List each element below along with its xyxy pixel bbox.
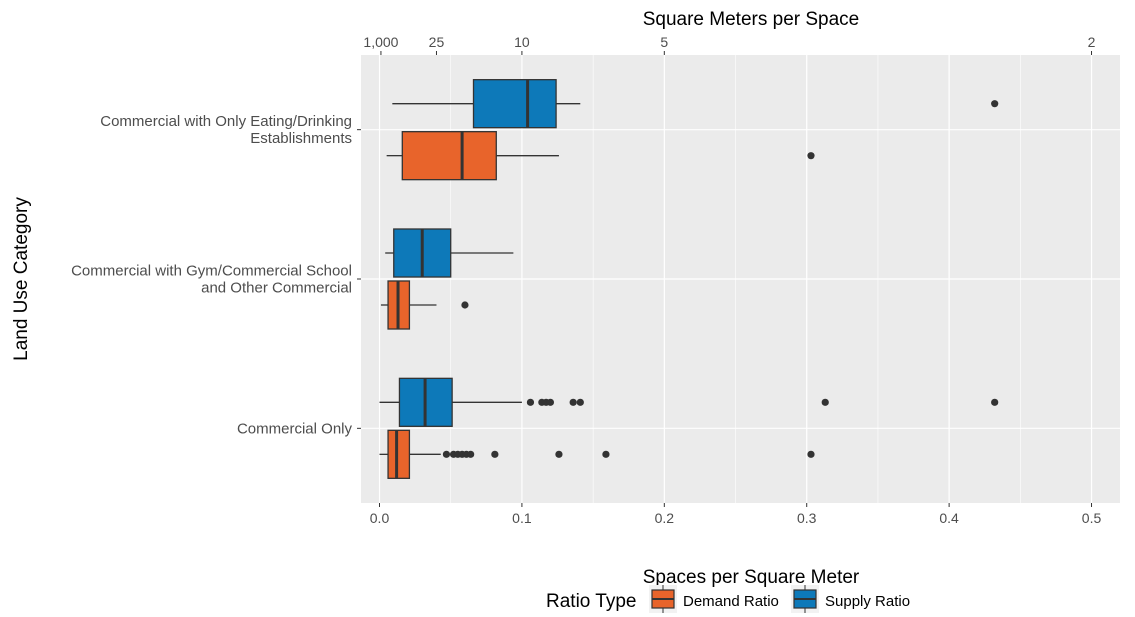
legend-label: Supply Ratio bbox=[825, 593, 910, 610]
box-supply-ratio bbox=[379, 377, 999, 427]
box-supply-ratio bbox=[392, 79, 999, 129]
x-axis-title: Spaces per Square Meter bbox=[643, 567, 860, 588]
outlier-point bbox=[807, 152, 815, 160]
top-tick-label: 1,000 bbox=[363, 34, 398, 50]
legend-title: Ratio Type bbox=[546, 591, 636, 612]
category-label: Commercial with Gym/Commercial School bbox=[71, 263, 352, 280]
boxes-layer bbox=[379, 79, 999, 479]
iqr-box bbox=[401, 131, 497, 181]
outlier-point bbox=[602, 450, 610, 458]
category-label: Commercial Only bbox=[237, 420, 353, 437]
outlier-point bbox=[461, 301, 469, 309]
x-tick-label: 0.3 bbox=[797, 510, 817, 526]
category-label: and Other Commercial bbox=[201, 280, 352, 297]
legend-label: Demand Ratio bbox=[683, 593, 779, 610]
outlier-point bbox=[442, 450, 451, 458]
top-tick-label: 25 bbox=[429, 34, 445, 50]
box-supply-ratio bbox=[385, 228, 514, 278]
x-tick-label: 0.2 bbox=[655, 510, 675, 526]
top-tick-label: 5 bbox=[660, 34, 668, 50]
legend: Ratio Type Demand Ratio Supply Ratio bbox=[546, 585, 910, 613]
box-demand-ratio bbox=[380, 280, 469, 330]
category-label: Commercial with Only Eating/Drinking bbox=[100, 113, 352, 130]
outlier-point bbox=[546, 398, 554, 406]
outlier-point bbox=[569, 398, 577, 406]
x-axis-top: 1,000 25 10 5 2 bbox=[363, 34, 1096, 55]
outlier-point bbox=[821, 398, 829, 406]
x-tick-label: 0.5 bbox=[1082, 510, 1102, 526]
y-axis: Commercial with Only Eating/DrinkingEsta… bbox=[71, 113, 361, 437]
x-axis-bottom: 0.0 0.1 0.2 0.3 0.4 0.5 bbox=[370, 503, 1102, 526]
major-gridlines bbox=[361, 55, 1120, 503]
secondary-x-axis-title: Square Meters per Space bbox=[643, 9, 860, 30]
iqr-box bbox=[387, 429, 411, 479]
outlier-point bbox=[526, 398, 535, 406]
x-tick-label: 0.0 bbox=[370, 510, 390, 526]
legend-key-demand-ratio: Demand Ratio bbox=[649, 585, 779, 613]
top-tick-label: 2 bbox=[1088, 34, 1096, 50]
legend-key-supply-ratio: Supply Ratio bbox=[791, 585, 910, 613]
iqr-box bbox=[472, 79, 557, 129]
box-demand-ratio bbox=[386, 131, 815, 181]
top-tick-label: 10 bbox=[514, 34, 530, 50]
outlier-point bbox=[576, 398, 584, 406]
category-label: Establishments bbox=[250, 130, 352, 147]
outlier-point bbox=[807, 450, 815, 458]
y-axis-title: Land Use Category bbox=[11, 197, 32, 361]
outlier-point bbox=[467, 450, 475, 458]
outlier-point bbox=[991, 398, 999, 406]
x-tick-label: 0.4 bbox=[939, 510, 959, 526]
box-demand-ratio bbox=[379, 429, 815, 479]
outlier-point bbox=[991, 100, 999, 108]
x-tick-label: 0.1 bbox=[512, 510, 532, 526]
outlier-point bbox=[491, 450, 499, 458]
outlier-point bbox=[555, 450, 563, 458]
